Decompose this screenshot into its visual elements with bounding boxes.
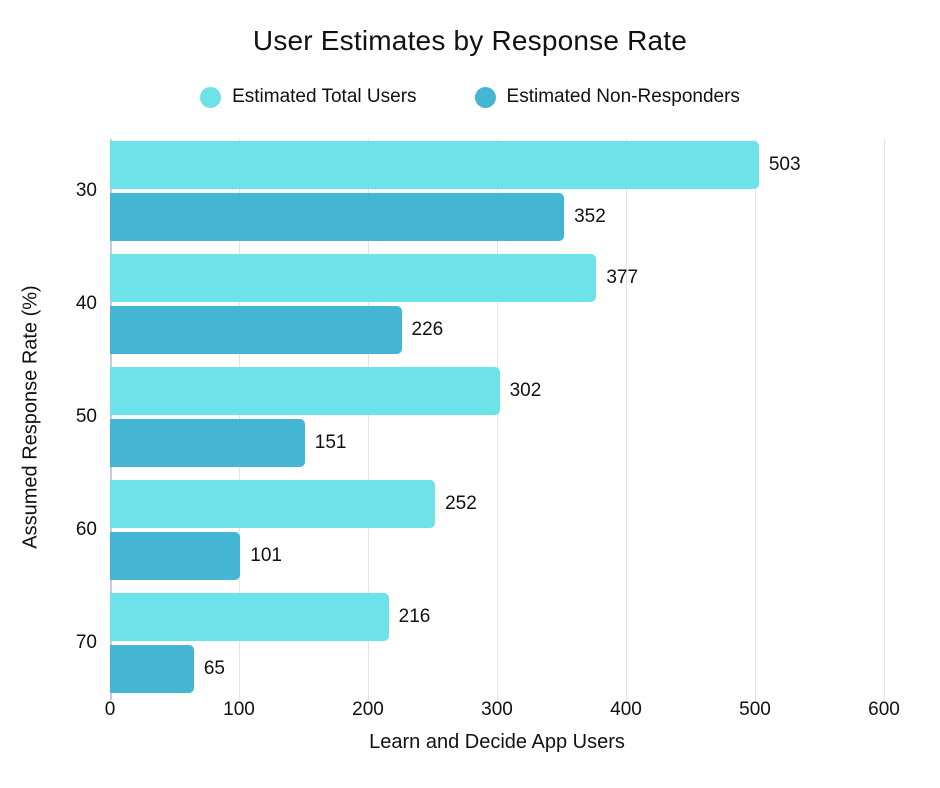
bar-value-label: 151 xyxy=(314,432,347,453)
gridline xyxy=(497,139,498,700)
bar-row: 151 xyxy=(110,419,884,467)
gridline xyxy=(625,139,627,700)
bar-value-label: 216 xyxy=(398,606,431,627)
x-tick-label: 0 xyxy=(104,699,116,720)
chart-title: User Estimates by Response Rate xyxy=(252,25,688,56)
bar-value-label: 101 xyxy=(250,545,282,566)
x-tick-label: 200 xyxy=(352,699,384,720)
bar-row: 226 xyxy=(110,306,884,354)
bar xyxy=(110,593,389,641)
legend-dot-icon xyxy=(474,86,496,108)
bar xyxy=(110,367,500,415)
bar-group: 302 151 xyxy=(110,367,884,467)
bar-row: 65 xyxy=(110,645,884,693)
bar xyxy=(110,254,597,302)
x-tick-label: 600 xyxy=(868,699,900,720)
legend-item-non-responders: Estimated Non-Responders xyxy=(474,86,740,108)
bar xyxy=(110,193,565,241)
bar-row: 101 xyxy=(110,532,884,580)
legend-dot-icon xyxy=(200,86,222,108)
y-tick-label: 40 xyxy=(75,293,97,314)
bar-row: 377 xyxy=(110,254,884,302)
bar xyxy=(110,480,436,528)
y-tick-label: 70 xyxy=(75,632,97,653)
bar xyxy=(110,419,305,467)
bar-row: 352 xyxy=(110,193,884,241)
bar-row: 252 xyxy=(110,480,884,528)
legend-label: Estimated Total Users xyxy=(232,86,417,107)
y-tick-label: 50 xyxy=(75,406,97,427)
gridline xyxy=(755,139,756,700)
bar-row: 503 xyxy=(110,141,884,189)
bar xyxy=(110,306,402,354)
x-tick-label: 100 xyxy=(223,699,255,720)
x-axis-ticks: 0 100 200 300 400 500 600 xyxy=(105,699,900,721)
gridline xyxy=(884,139,885,700)
legend: Estimated Total Users Estimated Non-Resp… xyxy=(0,86,940,108)
bar-value-label: 65 xyxy=(203,658,225,679)
bar xyxy=(110,141,759,189)
y-tick-label: 30 xyxy=(75,180,97,201)
bar-value-label: 377 xyxy=(606,267,639,288)
bar xyxy=(110,532,241,580)
x-tick-label: 300 xyxy=(481,699,513,720)
legend-item-total-users: Estimated Total Users xyxy=(200,86,417,108)
x-axis-title: Learn and Decide App Users xyxy=(369,731,625,753)
bar-group: 503 352 xyxy=(110,141,884,241)
bar-value-label: 302 xyxy=(509,380,542,401)
y-axis-title: Assumed Response Rate (%) xyxy=(19,285,42,549)
bar-value-label: 226 xyxy=(411,319,444,340)
bar-row: 302 xyxy=(110,367,884,415)
bar-row: 216 xyxy=(110,593,884,641)
bar-group: 377 226 xyxy=(110,254,884,354)
bar-value-label: 503 xyxy=(768,154,801,175)
legend-label: Estimated Non-Responders xyxy=(506,86,740,107)
bar-group: 252 101 xyxy=(110,480,884,580)
bar-groups: 503 352 377 226 302 151 252 101 216 65 xyxy=(110,141,884,693)
y-tick-label: 60 xyxy=(75,519,97,540)
y-axis-ticks: 30 40 50 60 70 xyxy=(0,141,97,693)
bar-value-label: 252 xyxy=(445,493,477,514)
plot-area: 503 352 377 226 302 151 252 101 216 65 xyxy=(110,139,885,700)
bar xyxy=(110,645,194,693)
bar-value-label: 352 xyxy=(574,206,606,227)
bar-group: 216 65 xyxy=(110,593,884,693)
gridline xyxy=(367,139,369,700)
x-tick-label: 400 xyxy=(610,699,642,720)
x-tick-label: 500 xyxy=(739,699,771,720)
